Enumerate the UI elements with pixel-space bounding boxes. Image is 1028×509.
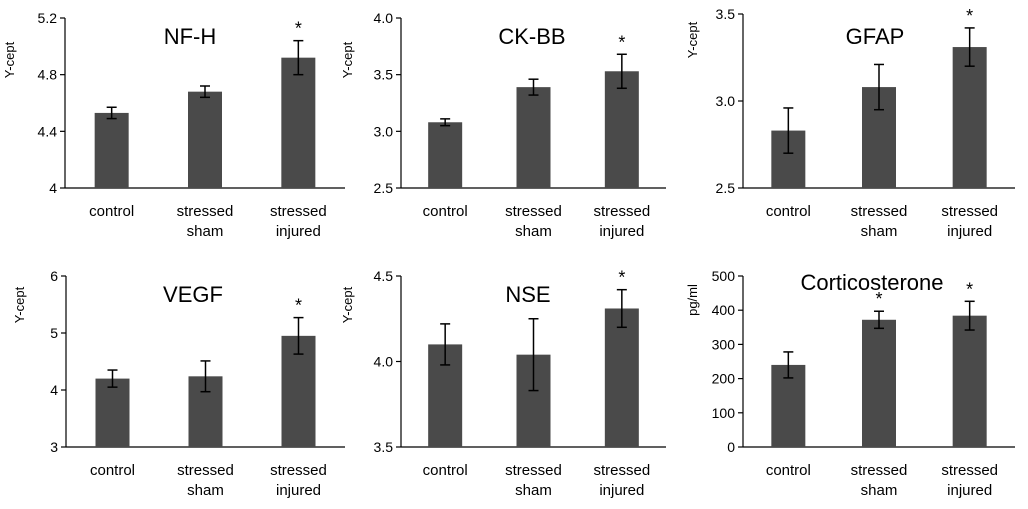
chart-corticosterone-bar-stressed-injured — [952, 315, 987, 447]
chart-nse-ytick-label: 4.5 — [374, 268, 394, 284]
chart-nse-ylabel: Y-cept — [340, 286, 355, 323]
chart-nf-h-ytick-label: 4 — [49, 180, 57, 196]
chart-corticosterone-ytick-label: 400 — [712, 302, 736, 318]
chart-corticosterone-ylabel: pg/ml — [685, 284, 700, 316]
chart-nf-h-title: NF-H — [164, 24, 217, 49]
chart-ck-bb-title: CK-BB — [498, 24, 565, 49]
chart-gfap-ytick-label: 3.5 — [716, 6, 736, 22]
chart-vegf-ylabel: Y-cept — [12, 286, 27, 323]
chart-nse-category-label: injured — [599, 482, 644, 499]
chart-corticosterone-category-label: control — [766, 462, 811, 479]
chart-nse-category-label: control — [423, 462, 468, 479]
chart-vegf-category-label: sham — [187, 482, 224, 499]
chart-ck-bb-category-label: stressed — [593, 203, 650, 220]
chart-gfap-category-label: injured — [947, 223, 992, 240]
chart-corticosterone-ytick-label: 200 — [712, 371, 736, 387]
chart-ck-bb-ytick-label: 3.5 — [374, 67, 394, 83]
chart-vegf-category-label: stressed — [177, 462, 234, 479]
chart-vegf-significance-star: * — [295, 296, 302, 316]
chart-corticosterone-ytick-label: 0 — [727, 439, 735, 455]
chart-nse-category-label: stressed — [505, 462, 562, 479]
chart-gfap-bar-stressed-injured — [952, 47, 987, 189]
chart-ck-bb-significance-star: * — [618, 32, 625, 52]
chart-corticosterone-bar-stressed-sham — [862, 319, 896, 447]
chart-ck-bb-category-label: sham — [515, 223, 552, 240]
chart-nf-h-category-label: stressed — [270, 203, 327, 220]
chart-vegf-ytick-label: 5 — [50, 325, 58, 341]
chart-vegf-category-label: injured — [276, 482, 321, 499]
chart-nse: 3.5 4.0 4.5 NSE Y-cept control stressed sham * st… — [340, 268, 666, 499]
chart-vegf: 3 4 5 6 VEGF Y-cept control stressed sham * stress… — [12, 268, 345, 499]
chart-nse-title: NSE — [505, 282, 550, 307]
chart-vegf-ytick-label: 4 — [50, 382, 58, 398]
chart-nf-h-category-label: sham — [187, 223, 224, 240]
chart-ck-bb-bar-stressed-sham — [516, 87, 551, 188]
chart-nse-category-label: stressed — [593, 462, 650, 479]
chart-vegf-bar-control — [95, 378, 130, 447]
chart-corticosterone-category-label: injured — [947, 482, 992, 499]
chart-nse-bar-stressed-injured — [604, 308, 639, 447]
chart-nse-ytick-label: 4.0 — [374, 354, 394, 370]
chart-gfap-ylabel: Y-cept — [685, 21, 700, 58]
chart-ck-bb-ytick-label: 3.0 — [374, 123, 394, 139]
chart-gfap-title: GFAP — [846, 24, 905, 49]
chart-ck-bb-ylabel: Y-cept — [340, 41, 355, 78]
chart-vegf-category-label: stressed — [270, 462, 327, 479]
chart-vegf-title: VEGF — [163, 282, 223, 307]
chart-nf-h: 4 4.4 4.8 5.2 NF-H Y-cept control stressed sham *… — [2, 10, 345, 240]
chart-corticosterone-category-label: stressed — [941, 462, 998, 479]
chart-gfap-category-label: control — [766, 203, 811, 220]
chart-nf-h-bar-stressed-injured — [281, 57, 316, 188]
chart-nf-h-category-label: stressed — [177, 203, 234, 220]
chart-ck-bb-bar-control — [428, 122, 463, 188]
chart-gfap-ytick-label: 2.5 — [716, 180, 736, 196]
chart-ck-bb-category-label: injured — [599, 223, 644, 240]
chart-nf-h-ytick-label: 5.2 — [38, 10, 58, 26]
chart-nf-h-bar-control — [94, 112, 129, 188]
chart-gfap-category-label: stressed — [851, 203, 908, 220]
chart-nf-h-category-label: injured — [276, 223, 321, 240]
chart-corticosterone-category-label: stressed — [851, 462, 908, 479]
chart-nse-ytick-label: 3.5 — [374, 439, 394, 455]
chart-nse-category-label: sham — [515, 482, 552, 499]
chart-corticosterone-ytick-label: 100 — [712, 405, 736, 421]
chart-ck-bb-ytick-label: 4.0 — [374, 10, 394, 26]
chart-corticosterone-significance-star: * — [966, 279, 973, 299]
chart-nf-h-ytick-label: 4.4 — [38, 123, 58, 139]
chart-gfap-category-label: sham — [861, 223, 898, 240]
chart-nf-h-category-label: control — [89, 203, 134, 220]
chart-corticosterone-title: Corticosterone — [800, 270, 943, 295]
chart-ck-bb: 2.5 3.0 3.5 4.0 CK-BB Y-cept control stressed sh… — [340, 10, 666, 240]
chart-gfap-significance-star: * — [966, 6, 973, 26]
chart-nf-h-bar-stressed-sham — [188, 91, 222, 188]
chart-gfap: 2.5 3.0 3.5 GFAP Y-cept control stressed sham * s… — [685, 6, 1015, 240]
chart-nf-h-ylabel: Y-cept — [2, 41, 17, 78]
chart-corticosterone-category-label: sham — [861, 482, 898, 499]
chart-vegf-category-label: control — [90, 462, 135, 479]
chart-ck-bb-category-label: stressed — [505, 203, 562, 220]
chart-ck-bb-bar-stressed-injured — [604, 71, 639, 188]
chart-ck-bb-category-label: control — [423, 203, 468, 220]
chart-nf-h-ytick-label: 4.8 — [38, 67, 58, 83]
chart-nse-significance-star: * — [618, 268, 625, 288]
chart-corticosterone: 0 100 200 300 400 500 Corticosterone pg/ml contr… — [685, 268, 1015, 499]
chart-ck-bb-ytick-label: 2.5 — [374, 180, 394, 196]
chart-gfap-ytick-label: 3.0 — [716, 93, 736, 109]
chart-gfap-category-label: stressed — [941, 203, 998, 220]
chart-corticosterone-ytick-label: 500 — [712, 268, 736, 284]
chart-corticosterone-ytick-label: 300 — [712, 336, 736, 352]
chart-vegf-ytick-label: 3 — [50, 439, 58, 455]
chart-vegf-ytick-label: 6 — [50, 268, 58, 284]
chart-nf-h-significance-star: * — [295, 19, 302, 39]
chart-corticosterone-significance-star: * — [875, 289, 882, 309]
